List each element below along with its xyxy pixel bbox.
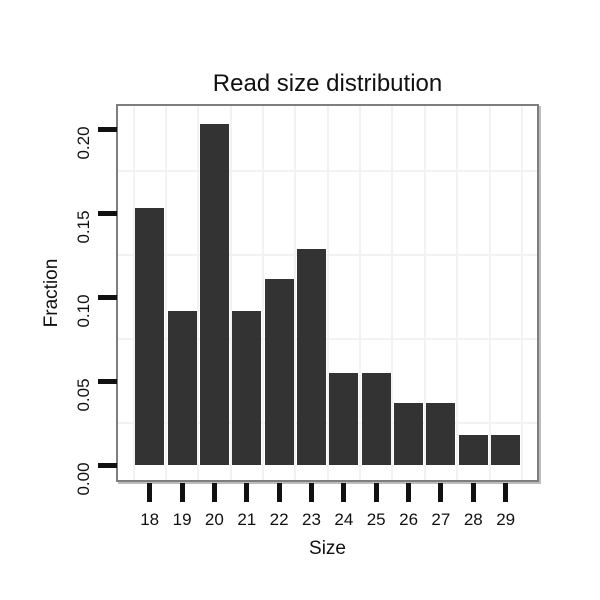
x-tick-label: 19 bbox=[172, 510, 192, 529]
y-axis-tick bbox=[98, 294, 117, 300]
minor-gridline-v bbox=[197, 106, 200, 480]
bar-18 bbox=[135, 208, 165, 465]
x-axis-label: Size bbox=[309, 538, 346, 559]
x-tick-label: 28 bbox=[463, 510, 483, 529]
y-axis-tick bbox=[98, 210, 117, 216]
x-axis-tick bbox=[244, 483, 250, 502]
bar-26 bbox=[394, 402, 424, 465]
minor-gridline-v bbox=[229, 106, 232, 480]
x-tick-label: 23 bbox=[302, 510, 321, 529]
x-axis-tick bbox=[309, 483, 314, 502]
minor-gridline-v bbox=[456, 106, 459, 480]
bar-22 bbox=[264, 278, 294, 465]
x-tick-label: 29 bbox=[496, 510, 516, 529]
x-axis-tick bbox=[211, 483, 217, 502]
x-axis-tick bbox=[373, 483, 379, 502]
x-axis-tick bbox=[276, 483, 282, 502]
minor-gridline-v bbox=[262, 106, 264, 480]
y-tick-label: 0.00 bbox=[74, 462, 93, 496]
minor-gridline-v bbox=[391, 106, 394, 480]
x-tick-label: 25 bbox=[366, 510, 386, 529]
bar-23 bbox=[297, 248, 326, 465]
bar-19 bbox=[167, 310, 197, 465]
minor-gridline-v bbox=[326, 106, 329, 480]
x-tick-label: 20 bbox=[204, 510, 224, 529]
x-tick-label: 26 bbox=[399, 510, 419, 529]
bar-27 bbox=[426, 402, 456, 465]
minor-gridline-v bbox=[520, 106, 523, 480]
bar-25 bbox=[361, 372, 391, 465]
minor-gridline-v bbox=[488, 106, 491, 480]
minor-gridline-v bbox=[132, 106, 135, 480]
y-tick-label: 0.10 bbox=[74, 294, 93, 328]
minor-gridline-v bbox=[359, 106, 361, 480]
x-axis-tick bbox=[470, 483, 476, 502]
x-axis-tick bbox=[179, 483, 185, 502]
x-tick-label: 22 bbox=[269, 510, 289, 529]
bar-20 bbox=[199, 124, 229, 465]
plot-panel bbox=[116, 104, 539, 482]
y-axis-label: Fraction bbox=[41, 258, 62, 328]
minor-gridline-v bbox=[294, 106, 297, 480]
chart-title: Read size distribution bbox=[212, 70, 443, 97]
y-tick-label: 0.20 bbox=[74, 126, 93, 160]
y-axis-tick bbox=[98, 126, 117, 132]
y-axis-tick bbox=[98, 378, 117, 384]
y-tick-label: 0.15 bbox=[74, 210, 93, 244]
minor-gridline-v bbox=[164, 106, 167, 480]
bar-29 bbox=[491, 434, 521, 465]
plot-area bbox=[118, 106, 537, 480]
y-axis-tick bbox=[98, 462, 117, 468]
x-tick-label: 24 bbox=[334, 510, 354, 529]
x-tick-label: 18 bbox=[140, 510, 160, 529]
bar-21 bbox=[232, 310, 262, 465]
bar-24 bbox=[329, 372, 359, 465]
y-tick-label: 0.05 bbox=[74, 378, 93, 412]
x-axis-tick bbox=[438, 483, 444, 502]
x-axis-tick bbox=[503, 483, 509, 502]
x-axis-tick bbox=[406, 483, 412, 502]
x-tick-label: 21 bbox=[237, 510, 257, 529]
x-axis-tick bbox=[147, 483, 153, 502]
x-axis-tick bbox=[341, 483, 347, 502]
bar-28 bbox=[458, 434, 488, 465]
x-tick-label: 27 bbox=[431, 510, 451, 529]
minor-gridline-v bbox=[423, 106, 426, 480]
